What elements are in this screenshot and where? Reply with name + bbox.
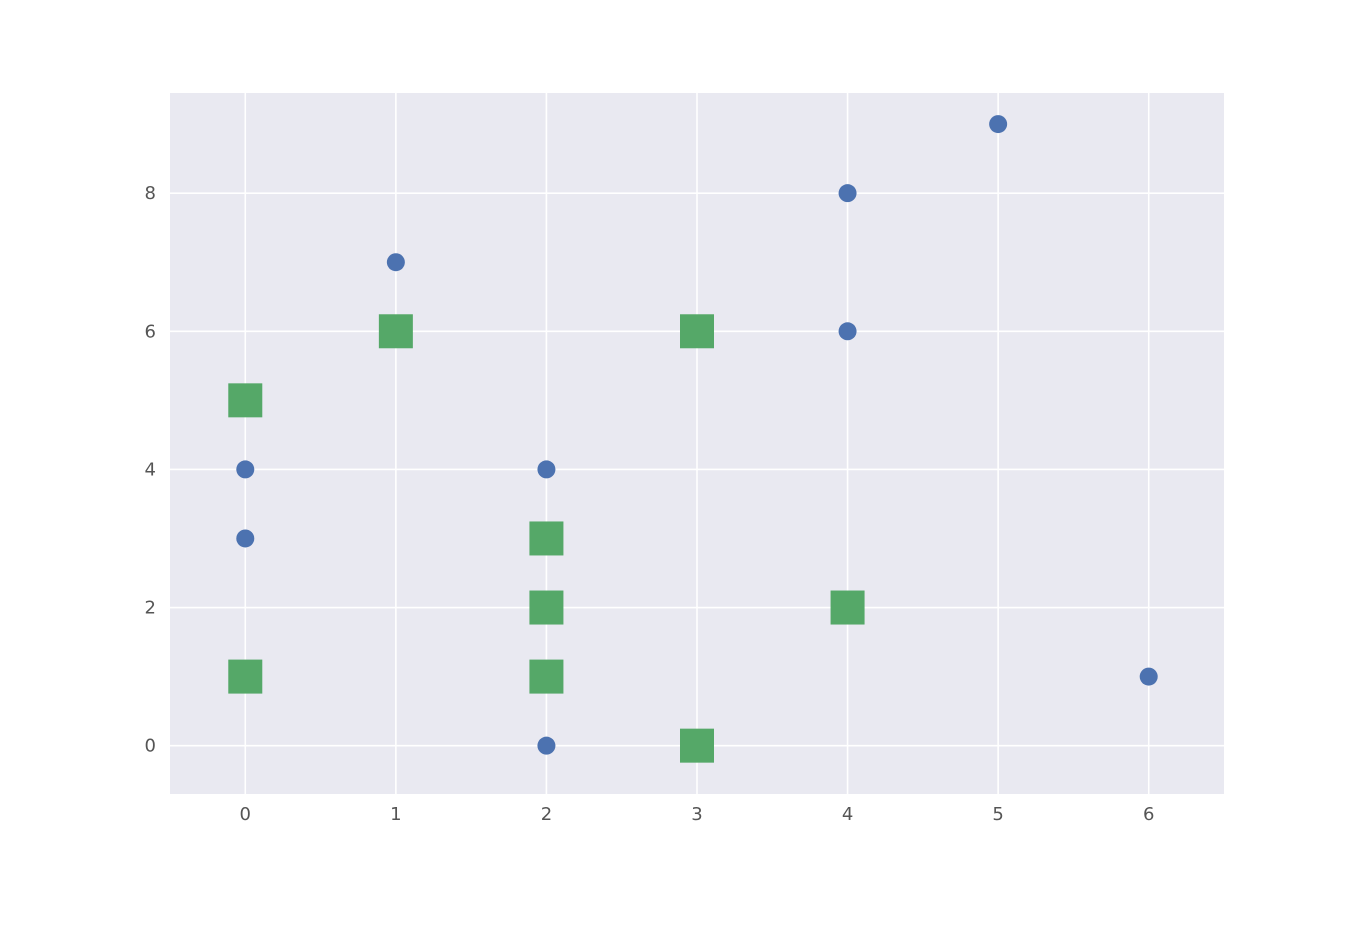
x-tick-label: 1 <box>390 804 401 825</box>
x-tick-label: 3 <box>691 804 702 825</box>
chart-container: 0 1 2 3 4 5 6 0 2 4 6 8 <box>0 0 1360 934</box>
y-tick-label: 4 <box>145 459 156 480</box>
y-tick-label: 8 <box>145 183 156 204</box>
marker-circle <box>537 737 555 755</box>
marker-circle <box>236 460 254 478</box>
marker-square <box>228 660 262 694</box>
marker-circle <box>839 184 857 202</box>
x-tick-label: 5 <box>992 804 1003 825</box>
marker-square <box>831 591 865 625</box>
scatter-chart: 0 1 2 3 4 5 6 0 2 4 6 8 <box>0 0 1360 934</box>
y-tick-label: 2 <box>145 598 156 619</box>
marker-square <box>379 314 413 348</box>
y-tick-label: 6 <box>145 321 156 342</box>
marker-square <box>228 383 262 417</box>
marker-square <box>529 591 563 625</box>
marker-square <box>680 729 714 763</box>
x-tick-label: 0 <box>240 804 251 825</box>
x-tick-label: 6 <box>1143 804 1154 825</box>
marker-circle <box>839 322 857 340</box>
x-tick-label: 2 <box>541 804 552 825</box>
x-tick-label: 4 <box>842 804 853 825</box>
marker-circle <box>537 460 555 478</box>
y-tick-label: 0 <box>145 736 156 757</box>
marker-circle <box>236 529 254 547</box>
marker-circle <box>387 253 405 271</box>
marker-square <box>529 660 563 694</box>
marker-square <box>680 314 714 348</box>
marker-circle <box>1140 668 1158 686</box>
marker-square <box>529 521 563 555</box>
marker-circle <box>989 115 1007 133</box>
